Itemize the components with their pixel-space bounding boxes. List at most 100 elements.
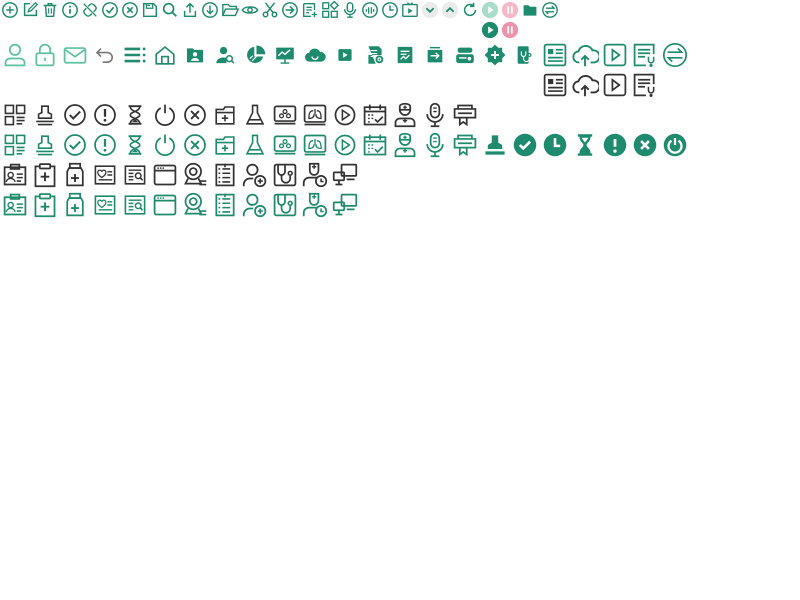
exchange-circle-icon[interactable] bbox=[660, 40, 690, 70]
play-circle-icon[interactable] bbox=[330, 100, 360, 130]
webcam-icon[interactable] bbox=[180, 160, 210, 190]
swap-icon[interactable] bbox=[540, 0, 560, 20]
lab-machine-icon[interactable] bbox=[270, 130, 300, 160]
cut-icon[interactable] bbox=[260, 0, 280, 20]
patient-card-icon[interactable] bbox=[0, 160, 30, 190]
printer-icon[interactable] bbox=[450, 100, 480, 130]
check-circle-icon[interactable] bbox=[60, 100, 90, 130]
alert-solid-icon[interactable] bbox=[600, 130, 630, 160]
hourglass-solid-icon[interactable] bbox=[570, 130, 600, 160]
news-icon[interactable] bbox=[540, 70, 570, 100]
doc-stethoscope-icon[interactable] bbox=[630, 40, 660, 70]
stamp-icon[interactable] bbox=[30, 100, 60, 130]
alert-circle-icon[interactable] bbox=[90, 100, 120, 130]
phone-stethoscope-icon[interactable] bbox=[510, 40, 540, 70]
exit-box-icon[interactable] bbox=[420, 40, 450, 70]
folder-open-icon[interactable] bbox=[220, 0, 240, 20]
apps-icon[interactable] bbox=[320, 0, 340, 20]
contact-folder-icon[interactable] bbox=[180, 40, 210, 70]
lung-scan-icon[interactable] bbox=[300, 100, 330, 130]
stethoscope-doc-icon[interactable] bbox=[270, 160, 300, 190]
chevron-down-icon[interactable] bbox=[420, 0, 440, 20]
browser-window-icon[interactable] bbox=[150, 190, 180, 220]
info-icon[interactable] bbox=[60, 0, 80, 20]
user-search-icon[interactable] bbox=[210, 40, 240, 70]
download-circle-icon[interactable] bbox=[200, 0, 220, 20]
view-icon[interactable] bbox=[240, 0, 260, 20]
news-icon[interactable] bbox=[540, 40, 570, 70]
calendar-check-icon[interactable] bbox=[360, 130, 390, 160]
cloud-upload-icon[interactable] bbox=[570, 40, 600, 70]
pause-icon[interactable] bbox=[500, 20, 520, 40]
stethoscope-doc-icon[interactable] bbox=[270, 190, 300, 220]
list-icon[interactable] bbox=[120, 40, 150, 70]
cloud-upload-icon[interactable] bbox=[570, 70, 600, 100]
save-icon[interactable] bbox=[140, 0, 160, 20]
check-solid-icon[interactable] bbox=[510, 130, 540, 160]
nurse-icon[interactable] bbox=[390, 100, 420, 130]
add-user-icon[interactable] bbox=[240, 160, 270, 190]
nurse-icon[interactable] bbox=[390, 130, 420, 160]
close-circle-icon[interactable] bbox=[180, 100, 210, 130]
cloud-icon[interactable] bbox=[300, 40, 330, 70]
stamp-icon[interactable] bbox=[30, 130, 60, 160]
video-play-icon[interactable] bbox=[330, 40, 360, 70]
power-icon[interactable] bbox=[150, 100, 180, 130]
microphone-icon[interactable] bbox=[420, 130, 450, 160]
server-icon[interactable] bbox=[450, 40, 480, 70]
search-icon[interactable] bbox=[160, 0, 180, 20]
lung-scan-icon[interactable] bbox=[300, 130, 330, 160]
power-solid-icon[interactable] bbox=[660, 130, 690, 160]
close-circle-icon[interactable] bbox=[120, 0, 140, 20]
audio-wave-icon[interactable] bbox=[360, 0, 380, 20]
play-square-icon[interactable] bbox=[600, 70, 630, 100]
add-user-icon[interactable] bbox=[240, 190, 270, 220]
refresh-icon[interactable] bbox=[460, 0, 480, 20]
lab-machine-icon[interactable] bbox=[270, 100, 300, 130]
microphone-icon[interactable] bbox=[340, 0, 360, 20]
clock-icon[interactable] bbox=[380, 0, 400, 20]
edit-icon[interactable] bbox=[20, 0, 40, 20]
undo-icon[interactable] bbox=[90, 40, 120, 70]
tv-play-icon[interactable] bbox=[400, 0, 420, 20]
play-circle-icon[interactable] bbox=[330, 130, 360, 160]
trash-icon[interactable] bbox=[40, 0, 60, 20]
health-record-icon[interactable] bbox=[90, 160, 120, 190]
flask-icon[interactable] bbox=[240, 130, 270, 160]
add-circle-icon[interactable] bbox=[0, 0, 20, 20]
arrow-right-circle-icon[interactable] bbox=[280, 0, 300, 20]
hourglass-icon[interactable] bbox=[120, 100, 150, 130]
clipboard-plus-icon[interactable] bbox=[30, 160, 60, 190]
upload-icon[interactable] bbox=[180, 0, 200, 20]
browser-window-icon[interactable] bbox=[150, 160, 180, 190]
stamp-solid-icon[interactable] bbox=[480, 130, 510, 160]
close-solid-icon[interactable] bbox=[630, 130, 660, 160]
pie-chart-icon[interactable] bbox=[240, 40, 270, 70]
check-circle-icon[interactable] bbox=[100, 0, 120, 20]
check-circle-icon[interactable] bbox=[60, 130, 90, 160]
alert-circle-icon[interactable] bbox=[90, 130, 120, 160]
hourglass-icon[interactable] bbox=[120, 130, 150, 160]
doctor-clock-icon[interactable] bbox=[300, 160, 330, 190]
folder-icon[interactable] bbox=[520, 0, 540, 20]
power-icon[interactable] bbox=[150, 130, 180, 160]
clipboard-plus-icon[interactable] bbox=[30, 190, 60, 220]
unlink-icon[interactable] bbox=[80, 0, 100, 20]
remote-desktop-icon[interactable] bbox=[330, 160, 360, 190]
play-icon[interactable] bbox=[480, 20, 500, 40]
id-card-icon[interactable] bbox=[390, 40, 420, 70]
play-square-icon[interactable] bbox=[600, 40, 630, 70]
monitor-chart-icon[interactable] bbox=[270, 40, 300, 70]
home-icon[interactable] bbox=[150, 40, 180, 70]
medicine-bottle-icon[interactable] bbox=[60, 160, 90, 190]
mail-icon[interactable] bbox=[60, 40, 90, 70]
medical-cross-icon[interactable] bbox=[480, 40, 510, 70]
play-icon[interactable] bbox=[480, 0, 500, 20]
qrcode-icon[interactable] bbox=[0, 130, 30, 160]
report-search-icon[interactable] bbox=[120, 190, 150, 220]
report-search-icon[interactable] bbox=[120, 160, 150, 190]
medicine-bottle-icon[interactable] bbox=[60, 190, 90, 220]
checklist-icon[interactable] bbox=[210, 190, 240, 220]
microphone-icon[interactable] bbox=[420, 100, 450, 130]
user-icon[interactable] bbox=[0, 40, 30, 70]
